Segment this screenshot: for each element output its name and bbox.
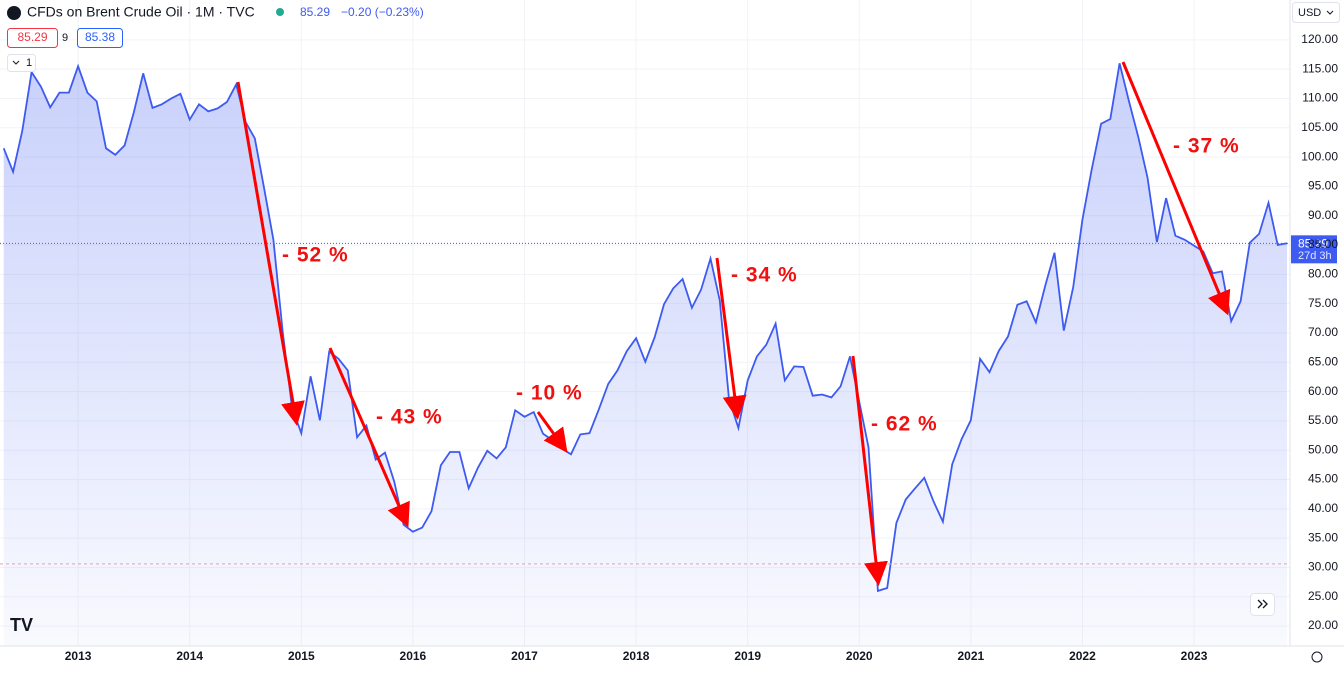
chevron bbox=[1326, 10, 1334, 15]
arrow bbox=[536, 411, 568, 453]
currency-box[interactable] bbox=[1292, 2, 1340, 23]
arrow bbox=[1121, 61, 1231, 316]
x-tick-label: 2023 bbox=[1181, 649, 1208, 663]
annotation: - 34 % bbox=[731, 264, 798, 287]
y-tick-label: 105.00 bbox=[1301, 120, 1338, 134]
annotation: - 10 % bbox=[516, 382, 583, 405]
y-tick-label: 85.00 bbox=[1308, 237, 1338, 251]
symbol-icon bbox=[7, 6, 21, 20]
price-line bbox=[2, 63, 1288, 593]
symbol-title[interactable]: CFDs on Brent Crude Oil · 1M · TVC bbox=[27, 4, 255, 20]
last-price-box bbox=[1291, 235, 1337, 264]
y-tick-label: 35.00 bbox=[1308, 530, 1338, 544]
buy-box[interactable] bbox=[77, 28, 123, 48]
x-tick-label: 2020 bbox=[846, 649, 873, 663]
bid[interactable]: 85.29 bbox=[17, 30, 47, 44]
y-tick-label: 60.00 bbox=[1308, 384, 1338, 398]
y-tick-label: 65.00 bbox=[1308, 354, 1338, 368]
spread: 9 bbox=[62, 32, 68, 44]
interval[interactable]: 1 bbox=[26, 57, 32, 69]
y-tick-label: 80.00 bbox=[1308, 267, 1338, 281]
header-change: −0.20 (−0.23%) bbox=[341, 5, 424, 19]
y-tick-label: 70.00 bbox=[1308, 325, 1338, 339]
arrow bbox=[715, 257, 747, 420]
y-tick-label: 45.00 bbox=[1308, 472, 1338, 486]
sell-box[interactable] bbox=[7, 28, 58, 48]
y-tick-label: 75.00 bbox=[1308, 296, 1338, 310]
status-dot bbox=[276, 8, 284, 16]
interval-box[interactable] bbox=[7, 54, 36, 72]
y-tick-label: 95.00 bbox=[1308, 179, 1338, 193]
x-tick-label: 2014 bbox=[176, 649, 203, 663]
x-tick-label: 2017 bbox=[511, 649, 538, 663]
x-tick-label: 2016 bbox=[400, 649, 427, 663]
y-tick-label: 55.00 bbox=[1308, 413, 1338, 427]
y-tick-label: 90.00 bbox=[1308, 208, 1338, 222]
scroll-icon bbox=[1257, 599, 1268, 609]
y-tick-label: 30.00 bbox=[1308, 560, 1338, 574]
arrow bbox=[851, 355, 888, 586]
x-tick-label: 2022 bbox=[1069, 649, 1096, 663]
annotation: - 37 % bbox=[1173, 135, 1240, 158]
y-tick-label: 115.00 bbox=[1302, 61, 1338, 75]
ask[interactable]: 85.38 bbox=[85, 30, 115, 44]
y-tick-label: 50.00 bbox=[1308, 442, 1338, 456]
arrow bbox=[328, 347, 410, 528]
currency[interactable]: USD bbox=[1298, 7, 1321, 19]
y-tick-label: 120.00 bbox=[1301, 32, 1338, 46]
area-fill bbox=[3, 63, 1288, 647]
x-tick-label: 2021 bbox=[957, 649, 984, 663]
scroll-button[interactable] bbox=[1250, 593, 1275, 616]
annotation: - 62 % bbox=[871, 413, 938, 436]
arrow bbox=[236, 81, 305, 426]
y-tick-label: 110.00 bbox=[1302, 91, 1338, 105]
y-tick-label: 100.00 bbox=[1301, 149, 1338, 163]
settings-icon[interactable] bbox=[1311, 651, 1323, 663]
x-tick-label: 2015 bbox=[288, 649, 315, 663]
annotation: - 43 % bbox=[376, 406, 443, 429]
x-tick-label: 2013 bbox=[65, 649, 92, 663]
countdown: 27d 3h bbox=[1298, 250, 1332, 262]
y-tick-label: 20.00 bbox=[1308, 618, 1338, 632]
chevron bbox=[12, 60, 20, 65]
y-tick-label: 25.00 bbox=[1308, 589, 1338, 603]
logo[interactable]: TV bbox=[10, 615, 33, 635]
arrows bbox=[236, 61, 1231, 586]
last-price-label: 85.29 bbox=[1298, 237, 1328, 251]
header-price: 85.29 bbox=[300, 5, 330, 19]
annotation: - 52 % bbox=[282, 244, 349, 267]
y-tick-label: 40.00 bbox=[1308, 501, 1338, 515]
x-tick-label: 2018 bbox=[623, 649, 650, 663]
x-tick-label: 2019 bbox=[734, 649, 761, 663]
